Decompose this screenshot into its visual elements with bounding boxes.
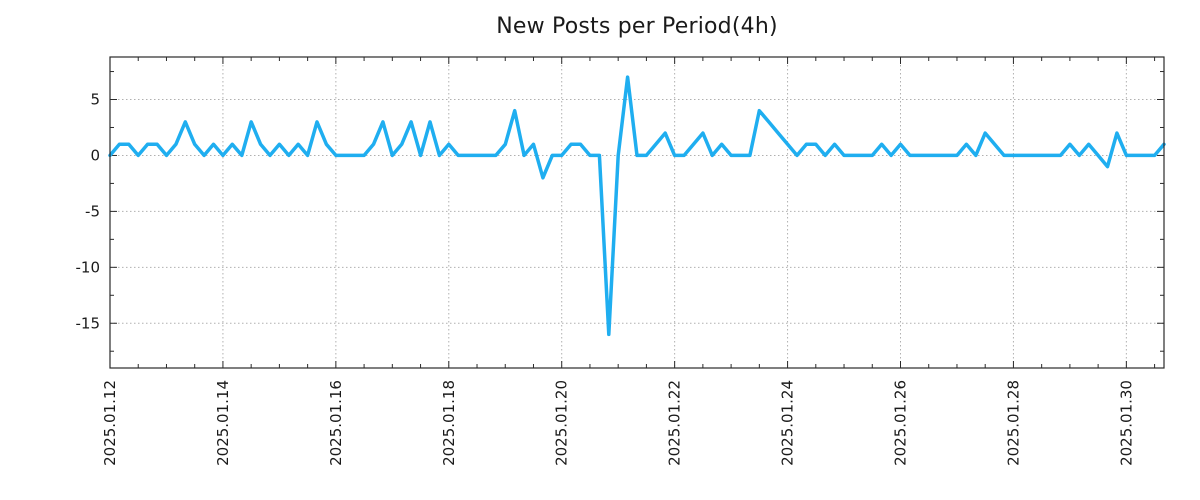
x-tick-label: 2025.01.12 — [101, 380, 119, 466]
y-tick-label: 5 — [90, 91, 100, 109]
y-tick-label: -15 — [76, 314, 101, 332]
x-tick-label: 2025.01.14 — [214, 380, 232, 466]
x-tick-label: 2025.01.18 — [440, 380, 458, 466]
x-tick-label: 2025.01.20 — [553, 380, 571, 466]
chart-title: New Posts per Period(4h) — [496, 14, 778, 39]
plot-border — [109, 56, 1165, 369]
x-tick-label: 2025.01.16 — [327, 380, 345, 466]
x-tick-label: 2025.01.24 — [779, 380, 797, 466]
data-line — [108, 75, 1166, 337]
x-tick-label: 2025.01.30 — [1117, 380, 1135, 466]
x-tick-label: 2025.01.26 — [892, 380, 910, 466]
y-tick-label: -10 — [76, 258, 101, 276]
y-tick-label: -5 — [85, 202, 100, 220]
x-tick-label: 2025.01.28 — [1004, 380, 1022, 466]
x-tick-label: 2025.01.22 — [666, 380, 684, 466]
y-tick-label: 0 — [90, 146, 100, 164]
